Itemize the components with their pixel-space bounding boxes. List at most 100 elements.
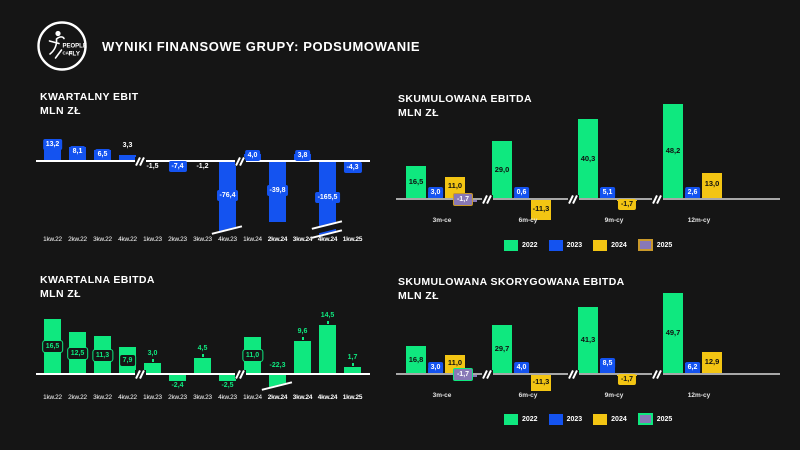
- value-label: -76,4: [216, 190, 239, 202]
- value-label: 7,9: [118, 354, 137, 368]
- legend-skorygowana: 2022 2023 2024 2025: [504, 413, 672, 425]
- value-label: -39,8: [266, 184, 289, 196]
- axis-break-mark: [135, 369, 146, 379]
- group-label: 3m-ce: [432, 217, 452, 224]
- bar-2024-12m-cy: [702, 172, 722, 198]
- bar-2024-6m-cy: [531, 198, 551, 221]
- legend-item: 2023: [548, 239, 582, 251]
- chart-unit-skumulowana-ebitda: MLN ZŁ: [398, 107, 439, 119]
- legend-swatch-2023: [548, 239, 563, 251]
- chart-unit-kwartalna-ebitda: MLN ZŁ: [40, 288, 81, 300]
- label-tick: [301, 337, 304, 341]
- legend-label: 2024: [611, 415, 627, 423]
- x-axis-line: [36, 160, 370, 162]
- legend-label: 2025: [656, 415, 673, 423]
- legend-swatch-2024: [593, 239, 608, 251]
- value-label: -165,5: [314, 191, 341, 203]
- x-axis-label: 2kw.23: [168, 394, 187, 401]
- value-label: -4,3: [343, 162, 362, 173]
- x-axis-label: 1kw.24: [243, 236, 262, 243]
- bar-2022-12m-cy: [663, 293, 683, 373]
- legend-label: 2022: [522, 241, 538, 249]
- chart-title-kwartalny-ebit: KWARTALNY EBIT: [40, 91, 139, 103]
- panel-skumulowana-ebitda: SKUMULOWANA EBITDA MLN ZŁ 16,5 3,0 11,0 -1,…: [392, 85, 792, 265]
- value-label: 6,5: [94, 148, 111, 160]
- value-label: 11,0: [447, 358, 463, 368]
- chart-title-skorygowana: SKUMULOWANA SKORYGOWANA EBITDA: [398, 276, 625, 288]
- value-label: 40,3: [580, 153, 596, 163]
- skumulowana-skorygowana-ebitda-chart: 16,8 3,0 11,0 -1,7 3m-ce 29,7 4,0 -11,3 6m-cy 41,…: [392, 268, 792, 450]
- value-label: 11,3: [91, 348, 114, 362]
- bar-1kw.25: [344, 367, 361, 373]
- bar-4kw.24: [319, 325, 336, 373]
- panel-skumulowana-skorygowana-ebitda: SKUMULOWANA SKORYGOWANA EBITDA MLN ZŁ 16…: [392, 268, 792, 450]
- x-axis-label: 4kw.22: [118, 394, 137, 401]
- bar-3kw.23: [194, 358, 211, 373]
- bar-4kw.22: [119, 154, 136, 160]
- value-label: 3,8: [294, 150, 311, 161]
- axis-break-mark: [652, 194, 663, 204]
- value-label: -1,2: [196, 162, 209, 170]
- group-label: 12m-cy: [687, 217, 711, 224]
- bar-2kw.23: [169, 373, 186, 381]
- value-label: 0,6: [513, 187, 530, 198]
- chart-unit-kwartalny-ebit: MLN ZŁ: [40, 105, 81, 117]
- bar-2022-3m-ce: [406, 346, 426, 373]
- value-label: 9,6: [297, 328, 308, 336]
- legend-item: 2025: [637, 239, 672, 251]
- value-label: 14,5: [320, 312, 335, 320]
- x-axis-label: 3kw.22: [93, 236, 112, 243]
- value-label: 8,5: [599, 358, 616, 370]
- value-label: 3,0: [427, 187, 444, 198]
- bar-2022-9m-cy: [578, 306, 598, 373]
- logo-text-fly: FLY: [69, 51, 81, 58]
- group-label: 6m-cy: [518, 217, 538, 224]
- value-label: 13,2: [42, 138, 63, 150]
- axis-break-mark: [568, 369, 579, 379]
- value-label: -7,4: [168, 161, 187, 173]
- value-label: 16,8: [408, 354, 424, 364]
- value-label: -11,3: [532, 203, 550, 213]
- group-label: 6m-cy: [518, 392, 538, 399]
- panel-kwartalna-ebitda: KWARTALNA EBITDA MLN ZŁ 16,5 1kw.22 12,5 2k…: [36, 268, 381, 418]
- panel-kwartalny-ebit: KWARTALNY EBIT MLN ZŁ 13,2 1kw.22 8,1 2kw.2…: [36, 85, 381, 265]
- x-axis-label: 3kw.23: [193, 394, 212, 401]
- value-label: 3,3: [122, 141, 133, 149]
- value-label: -1,7: [617, 374, 637, 385]
- legend-item: 2022: [504, 239, 538, 251]
- x-axis-label: 4kw.23: [218, 394, 237, 401]
- value-label: -11,3: [532, 377, 550, 387]
- group-label: 12m-cy: [687, 392, 711, 399]
- x-axis-label: 3kw.22: [93, 394, 112, 401]
- label-tick: [351, 363, 354, 367]
- value-label: 2,6: [684, 187, 701, 198]
- value-label: -22,3: [269, 362, 286, 369]
- axis-break-mark: [568, 194, 579, 204]
- x-axis-label: 4kw.22: [118, 236, 137, 243]
- value-label: 16,5: [408, 176, 424, 186]
- legend-swatch-2023: [548, 413, 563, 425]
- label-tick: [151, 359, 154, 363]
- value-label: -1,7: [617, 199, 637, 210]
- header: PEOPLE CAN FLY WYNIKI FINANSOWE GRUPY: P…: [36, 20, 420, 72]
- legend-item: 2024: [593, 413, 627, 425]
- x-axis-label: 3kw.24: [292, 236, 313, 243]
- legend-swatch-2024: [593, 413, 608, 425]
- x-axis-label: 1kw.22: [43, 394, 62, 401]
- value-label: 5,1: [599, 187, 616, 198]
- chart-title-skumulowana-ebitda: SKUMULOWANA EBITDA: [398, 93, 532, 105]
- value-label: 3,0: [147, 350, 158, 358]
- bar-2022-6m-cy: [492, 141, 512, 198]
- legend-label: 2022: [522, 415, 538, 423]
- value-label: 29,7: [494, 344, 510, 354]
- x-axis-line: [396, 198, 780, 200]
- legend-item: 2022: [504, 413, 538, 425]
- value-label: 13,0: [704, 178, 720, 188]
- chart-title-kwartalna-ebitda: KWARTALNA EBITDA: [40, 274, 155, 286]
- value-label: 11,0: [447, 181, 463, 191]
- legend-swatch-2022: [504, 413, 518, 425]
- value-label: 11,0: [241, 349, 264, 363]
- group-label: 3m-ce: [432, 392, 452, 399]
- skumulowana-ebitda-chart: 16,5 3,0 11,0 -1,7 3m-ce 29,0 0,6 -11,3 6m-cy 40,…: [392, 85, 792, 265]
